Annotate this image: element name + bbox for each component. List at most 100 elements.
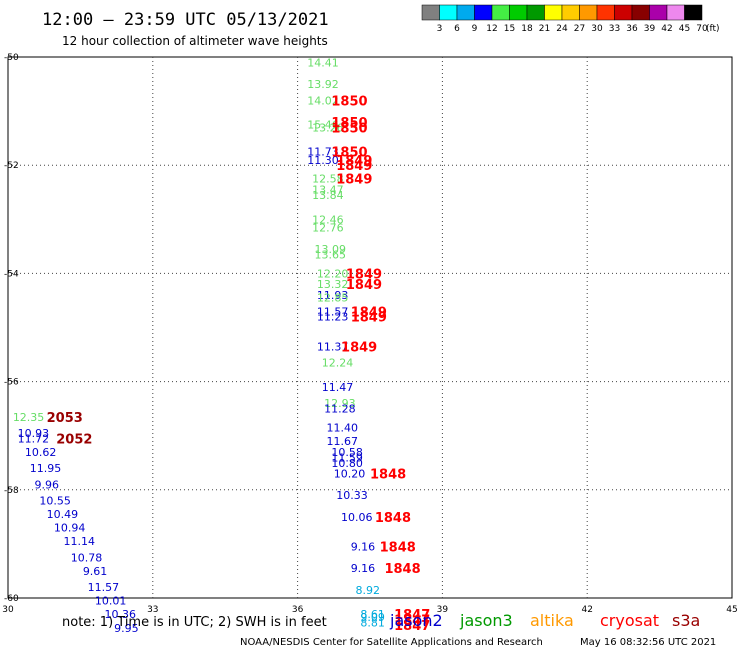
wave-height-label: 13.92	[307, 78, 339, 91]
legend-label: 15	[504, 24, 515, 34]
time-label: 1849	[346, 267, 382, 282]
time-label: 1849	[341, 340, 377, 355]
timestamp-text: May 16 08:32:56 UTC 2021	[580, 637, 716, 648]
legend-label: 42	[661, 24, 672, 34]
legend-label: 39	[644, 24, 656, 34]
x-tick-label: 39	[437, 605, 449, 615]
wave-height-label: 11.30	[307, 154, 339, 167]
legend-swatch	[666, 4, 685, 21]
color-legend: 3 6 9 12 15 18 21 24 27 30 33 36 39 42 45 70(ft)	[421, 4, 720, 34]
wave-height-label: 14.02	[307, 94, 339, 107]
wave-height-label: 13.09	[314, 243, 346, 256]
note-line: note: 1) Time is in UTC; 2) SWH is in fe…	[62, 615, 327, 630]
wave-height-label: 13.47	[312, 184, 344, 197]
wave-height-label: 12.35	[13, 411, 45, 424]
legend-label: 27	[574, 24, 585, 34]
wave-height-label: 10.94	[54, 522, 86, 535]
x-tick-label: 30	[2, 605, 14, 615]
legend-swatch	[561, 4, 580, 21]
legend-swatch	[649, 4, 668, 21]
chart-title: 12:00 – 23:59 UTC 05/13/2021	[42, 10, 329, 30]
wave-height-label: 12.85	[317, 292, 349, 305]
legend-swatch	[491, 4, 510, 21]
wave-height-label: 11.59	[331, 451, 363, 464]
wave-height-label: 10.93	[18, 427, 50, 440]
wave-height-label: 10.06	[341, 511, 373, 524]
time-label: 1850	[331, 116, 367, 131]
wave-height-label: 11.47	[322, 381, 354, 394]
wave-height-label: 11.72	[18, 432, 50, 445]
wave-height-label: 11.93	[317, 289, 349, 302]
legend-label: 12	[486, 24, 497, 34]
plot-frame	[7, 56, 733, 599]
wave-height-label: 13.32	[317, 278, 349, 291]
time-label: 1848	[375, 511, 411, 526]
time-label: 1849	[336, 154, 372, 169]
wave-height-label: 14.41	[307, 56, 339, 69]
wave-height-label: 10.36	[105, 608, 136, 621]
wave-height-label: 9.96	[35, 478, 60, 491]
wave-height-label: 9.95	[114, 622, 139, 635]
y-tick-label: -50	[4, 53, 19, 63]
satellite-legend-cryosat: cryosat	[600, 611, 659, 630]
wave-height-label: 10.20	[334, 468, 366, 481]
time-label: 1847	[394, 608, 430, 623]
time-label: 2053	[47, 411, 83, 426]
wave-height-label: 12.20	[317, 267, 349, 280]
legend-label: 9	[472, 24, 478, 34]
time-label: 1849	[351, 311, 387, 326]
wave-height-label: 10.55	[39, 495, 71, 508]
wave-height-label: 13.26	[312, 121, 344, 134]
y-tick-label: -58	[4, 486, 19, 496]
time-label: 1849	[346, 278, 382, 293]
wave-height-label: 10.58	[331, 446, 363, 459]
legend-label: 18	[521, 24, 533, 34]
y-tick-label: -56	[4, 378, 19, 388]
legend-swatch	[509, 4, 528, 21]
satellite-legend-altika: altika	[530, 611, 574, 630]
y-tick-label: -52	[4, 161, 19, 171]
wave-height-label: 11.57	[88, 581, 120, 594]
time-label: 1847	[394, 614, 430, 629]
legend-unit: (ft)	[706, 24, 720, 34]
time-label: 1850	[331, 146, 367, 161]
legend-swatch	[474, 4, 493, 21]
wave-height-label: 9.16	[351, 562, 376, 575]
chart-title-group: 12:00 – 23:59 UTC 05/13/2021 12 hour col…	[42, 10, 329, 48]
time-label: 1849	[336, 173, 372, 188]
time-label: 1850	[331, 94, 367, 109]
wave-height-label: 8.61	[360, 608, 385, 621]
legend-swatch	[421, 4, 440, 21]
wave-height-label: 9.61	[83, 565, 108, 578]
satellite-legend-jason3: jason3	[459, 611, 513, 630]
legend-swatch	[439, 4, 458, 21]
wave-height-label: 12.76	[312, 221, 344, 234]
wave-height-label: 12.46	[312, 213, 344, 226]
wave-height-label: 12.93	[324, 397, 356, 410]
legend-label: 6	[454, 24, 460, 34]
legend-label: 36	[626, 24, 638, 34]
satellite-legend: jason2 jason3 altika cryosat s3a	[389, 611, 700, 630]
x-tick-label: 33	[147, 605, 158, 615]
y-axis: -50 -52 -54 -56 -58 -60	[4, 53, 19, 604]
plot-area	[7, 56, 733, 599]
legend-label: 24	[556, 24, 568, 34]
legend-label: 70	[696, 24, 708, 34]
wave-height-label: 12.24	[322, 357, 354, 370]
wave-height-label: 9.16	[351, 541, 376, 554]
wave-height-label: 11.40	[327, 422, 359, 435]
credit-text: NOAA/NESDIS Center for Satellite Applica…	[240, 637, 543, 648]
time-label: 1848	[370, 468, 406, 483]
wave-height-label: 10.49	[47, 508, 79, 521]
chart-subtitle: 12 hour collection of altimeter wave hei…	[62, 34, 328, 48]
time-label: 1848	[380, 541, 416, 556]
x-tick-label: 42	[581, 605, 592, 615]
wave-height-label: 10.78	[71, 551, 103, 564]
wave-height-label: 10.33	[336, 489, 368, 502]
legend-label: 33	[609, 24, 620, 34]
legend-swatch	[631, 4, 650, 21]
time-label: 1849	[336, 159, 372, 174]
legend-swatch	[596, 4, 615, 21]
legend-swatch	[544, 4, 563, 21]
